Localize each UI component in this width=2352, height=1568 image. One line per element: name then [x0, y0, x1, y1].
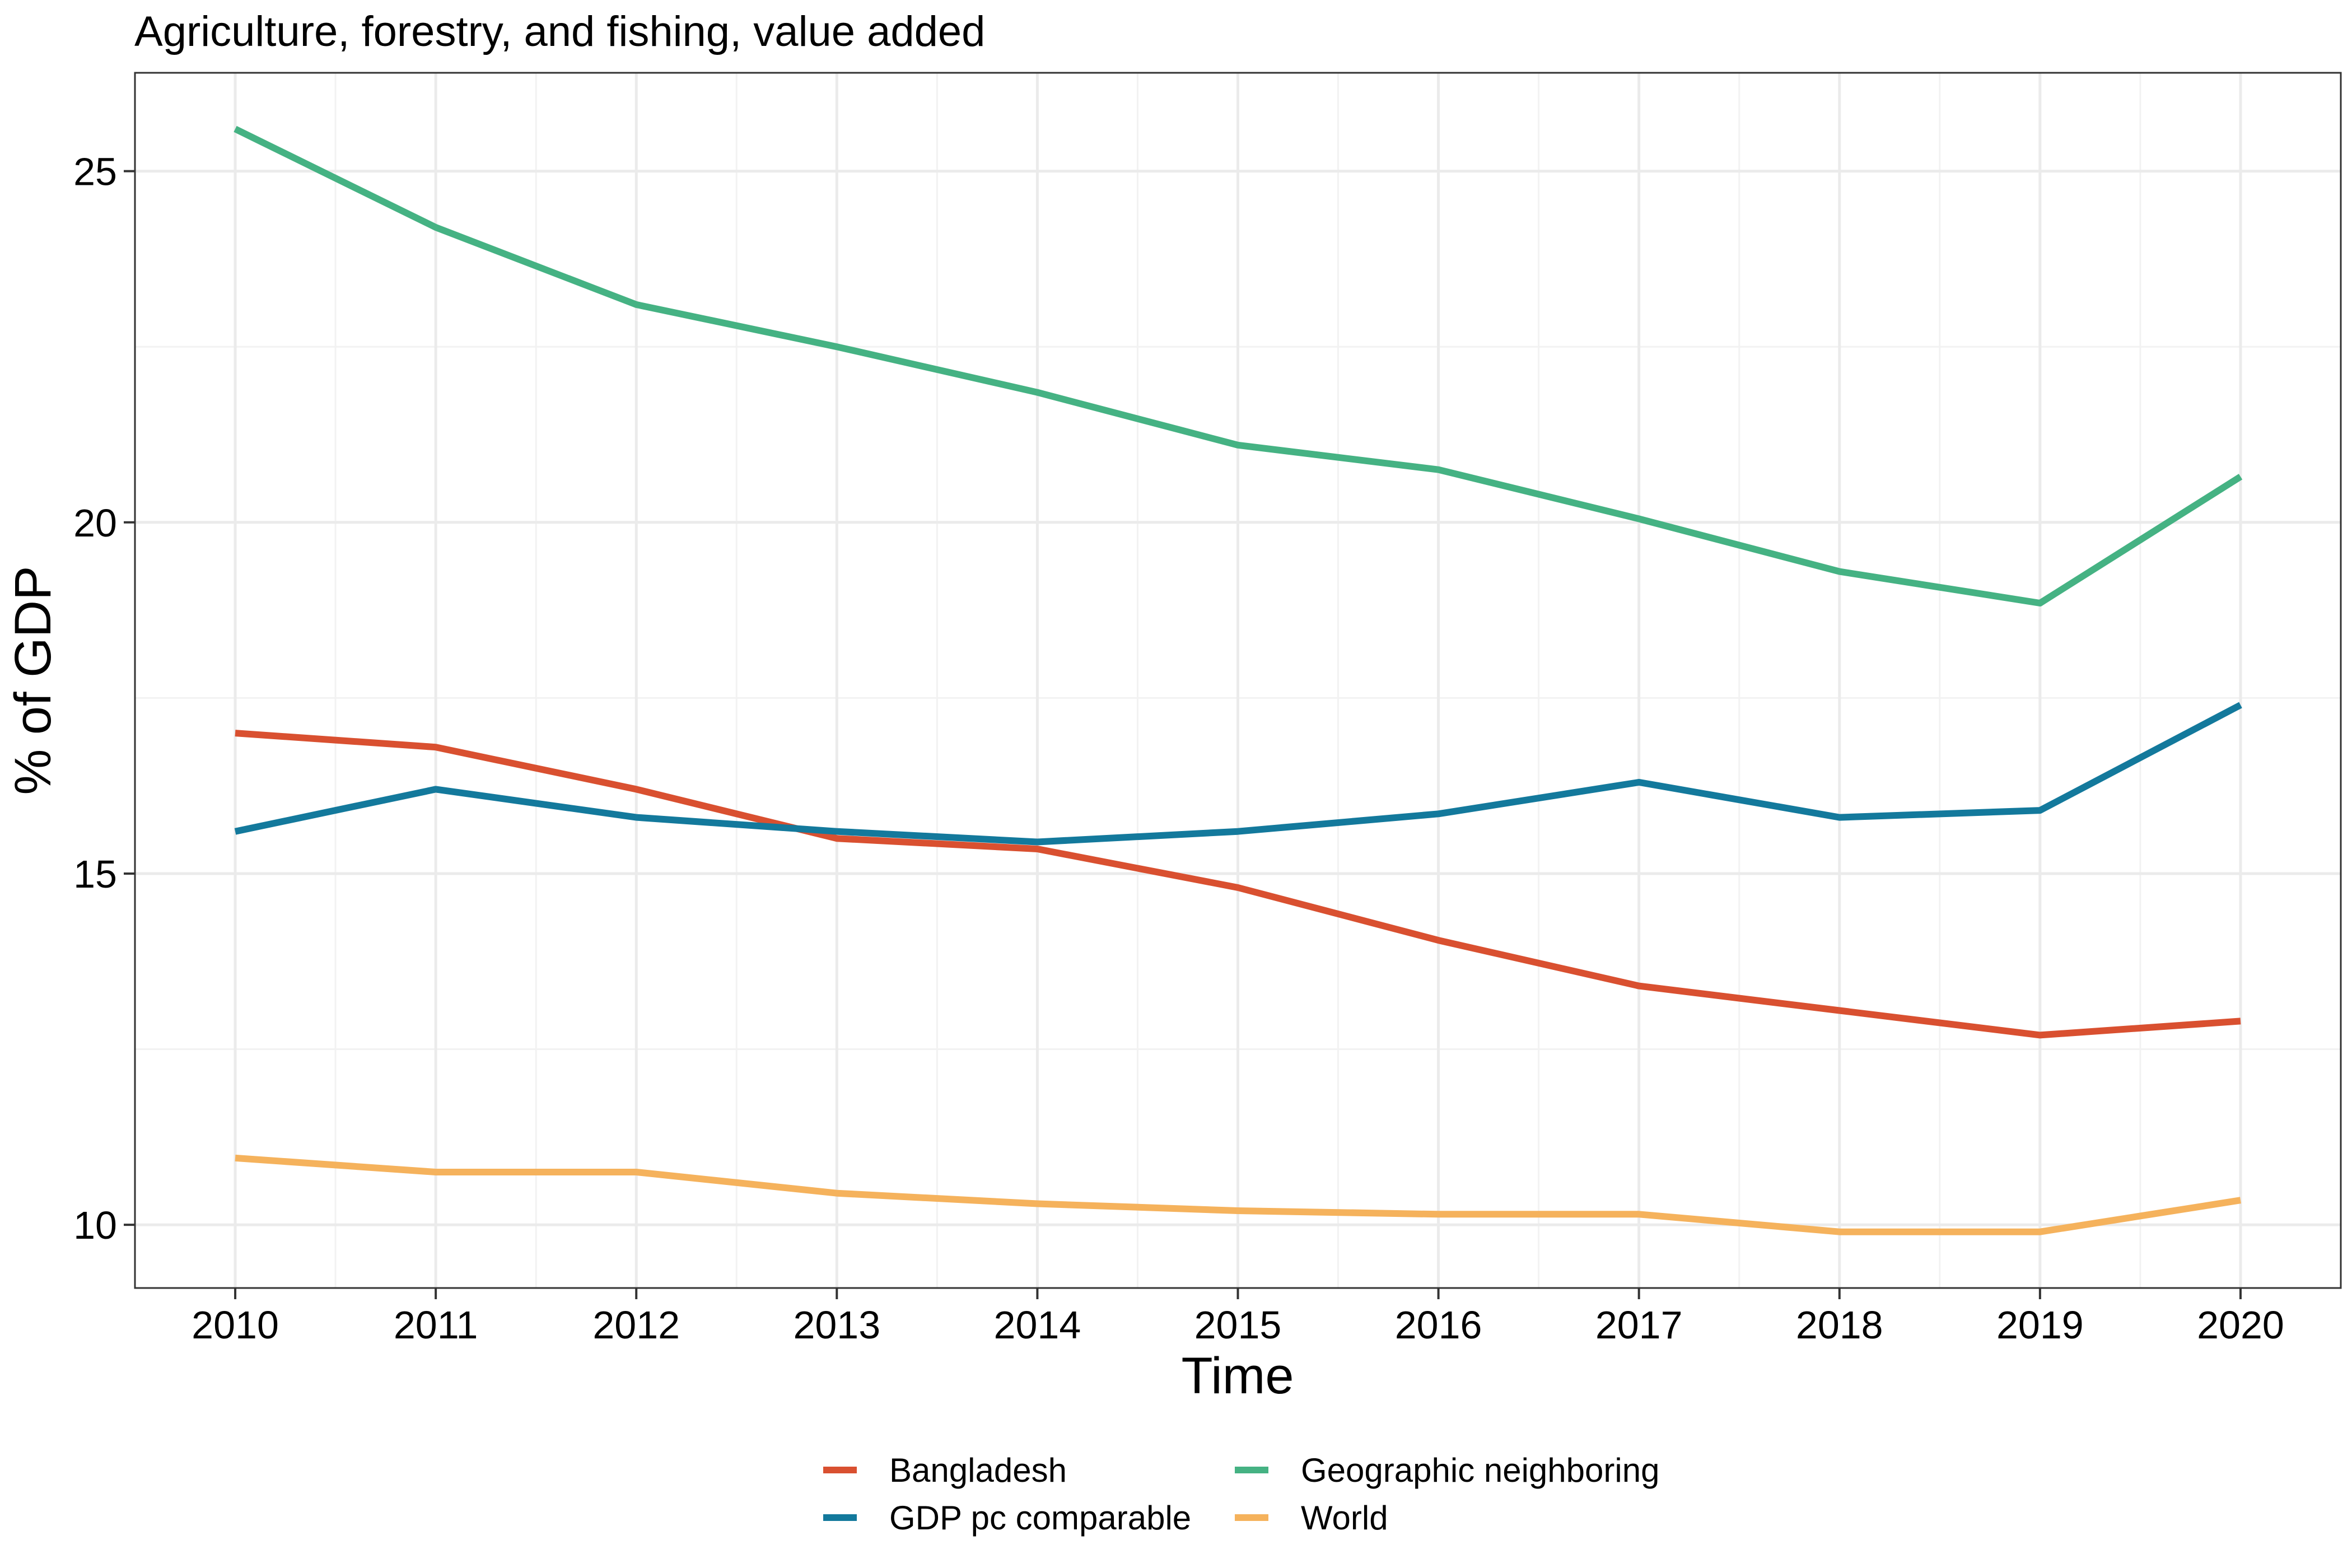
y-tick-label: 20 — [73, 501, 117, 545]
legend: Bangladesh GDP pc comparable Geographic ne… — [823, 1452, 1659, 1537]
chart-title: Agriculture, forestry, and fishing, valu… — [134, 8, 985, 55]
series-line-geographic-neighboring — [234, 125, 2243, 606]
series-line-bangladesh — [235, 730, 2241, 1039]
x-tick-label: 2017 — [1595, 1303, 1683, 1347]
x-tick-label: 2012 — [592, 1303, 680, 1347]
y-tick-label: 15 — [73, 852, 117, 896]
x-tick-label: 2011 — [394, 1303, 478, 1347]
x-axis-title: Time — [1181, 1347, 1294, 1404]
x-tick-label: 2015 — [1194, 1303, 1282, 1347]
y-tick-label: 25 — [73, 150, 117, 194]
y-axis-title: % of GDP — [4, 566, 62, 795]
x-tick-label: 2010 — [192, 1303, 279, 1347]
legend-label: Geographic neighboring — [1301, 1452, 1659, 1489]
legend-label: Bangladesh — [889, 1452, 1067, 1489]
legend-label: World — [1301, 1499, 1388, 1537]
series-line-gdp-pc-comparable — [234, 702, 2242, 846]
x-tick-label: 2019 — [1996, 1303, 2084, 1347]
x-tick-label: 2016 — [1395, 1303, 1482, 1347]
y-tick-label: 10 — [73, 1203, 117, 1247]
x-tick-label: 2014 — [994, 1303, 1081, 1347]
legend-label: GDP pc comparable — [889, 1499, 1191, 1537]
x-tick-label: 2020 — [2197, 1303, 2284, 1347]
x-tick-label: 2013 — [793, 1303, 880, 1347]
series-line-world — [235, 1154, 2241, 1235]
x-tick-label: 2018 — [1796, 1303, 1883, 1347]
